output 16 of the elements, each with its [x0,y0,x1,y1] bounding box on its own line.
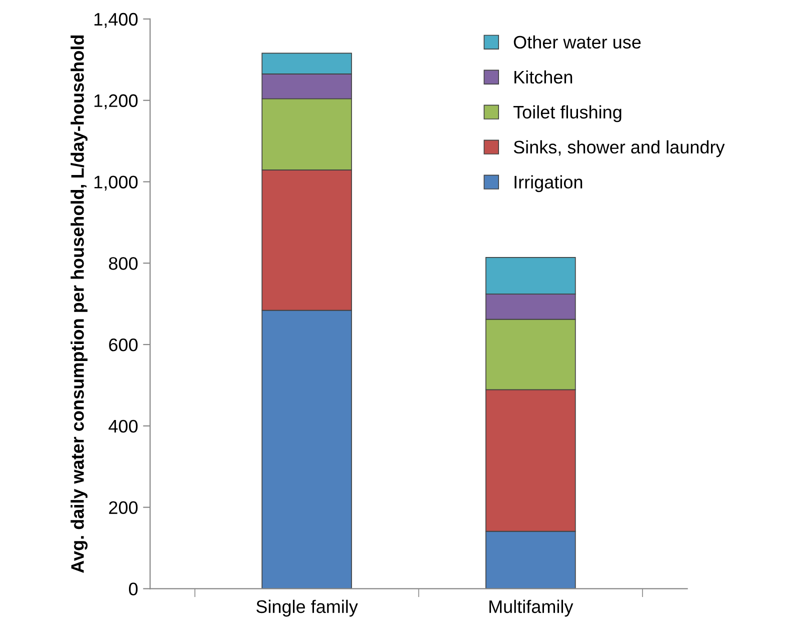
y-tick-label: 0 [128,582,138,596]
x-tick-label: Multifamily [489,600,574,617]
y-tick-label: 1,400 [94,12,138,28]
x-tick-label: Single family [256,600,358,617]
y-axis-title: Avg. daily water consumption per household, L/day-household [70,35,88,573]
legend-label: Toilet flushing [513,105,622,122]
y-tick-label: 800 [108,257,138,270]
legend-label: Irrigation [514,175,582,192]
legend-label: Other water use [514,35,641,49]
legend-label: Sinks, shower and laundry [514,140,725,158]
y-tick-label: 1,200 [94,94,138,110]
y-tick-label: 600 [109,338,138,352]
y-tick-label: 400 [108,420,138,433]
y-tick-label: 200 [109,501,138,514]
legend-label: Kitchen [514,70,572,84]
y-tick-label: 1,000 [94,176,138,191]
